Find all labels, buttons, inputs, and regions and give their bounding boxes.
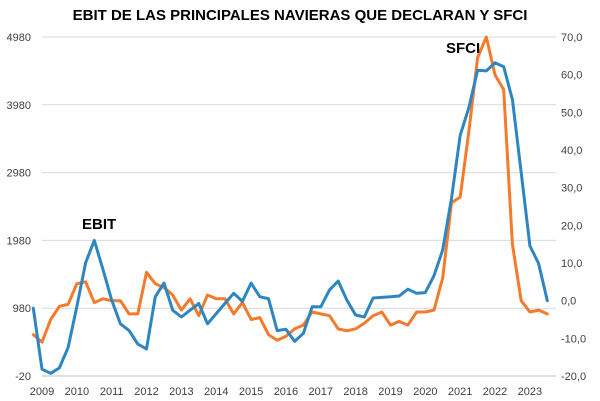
x-tick-label: 2023 — [518, 386, 542, 398]
x-axis-ticks: 2009 2010 2011 2012 2013 2014 2015 2016 2017 2018… — [30, 375, 556, 398]
x-tick-label: 2019 — [378, 386, 402, 398]
right-tick-label: 0,0 — [561, 296, 576, 308]
sfci-series-line — [31, 35, 549, 344]
left-tick-label: 980 — [13, 303, 31, 315]
left-tick-label: 3980 — [7, 100, 31, 112]
left-tick-label: 4980 — [7, 32, 31, 44]
x-tick-label: 2011 — [100, 386, 124, 398]
ebit-series-line — [31, 61, 549, 375]
x-tick-label: 2017 — [309, 386, 333, 398]
right-tick-label: 40,0 — [561, 145, 582, 157]
x-tick-label: 2021 — [448, 386, 472, 398]
x-tick-label: 2020 — [413, 386, 437, 398]
right-tick-label: 50,0 — [561, 107, 582, 119]
x-tick-label: 2016 — [274, 386, 298, 398]
left-tick-label: 2980 — [7, 168, 31, 180]
gridlines — [42, 36, 556, 377]
ebit-annotation: EBIT — [82, 216, 116, 233]
right-tick-label: 20,0 — [561, 220, 582, 232]
x-tick-label: 2018 — [343, 386, 367, 398]
right-tick-label: 30,0 — [561, 183, 582, 195]
x-tick-label: 2022 — [483, 386, 507, 398]
x-tick-label: 2009 — [30, 386, 54, 398]
chart-title: EBIT DE LAS PRINCIPALES NAVIERAS QUE DEC… — [73, 7, 528, 24]
right-axis-ticks: -20,0 -10,0 0,0 10,0 20,0 30,0 40,0 50,0 60,0 70,… — [561, 32, 586, 383]
left-axis-ticks: -20 980 1980 2980 3980 4980 — [7, 32, 31, 383]
left-tick-label: 1980 — [7, 235, 31, 247]
x-tick-label: 2014 — [204, 386, 228, 398]
right-tick-label: -20,0 — [561, 371, 586, 383]
x-tick-label: 2010 — [65, 386, 89, 398]
series-lines — [31, 35, 549, 375]
x-tick-label: 2012 — [134, 386, 158, 398]
sfci-annotation: SFCI — [446, 40, 480, 57]
right-tick-label: 70,0 — [561, 32, 582, 44]
right-tick-label: 10,0 — [561, 258, 582, 270]
right-tick-label: 60,0 — [561, 70, 582, 82]
x-tick-label: 2015 — [239, 386, 263, 398]
x-tick-label: 2013 — [169, 386, 193, 398]
right-tick-label: -10,0 — [561, 333, 586, 345]
left-tick-label: -20 — [15, 371, 31, 383]
